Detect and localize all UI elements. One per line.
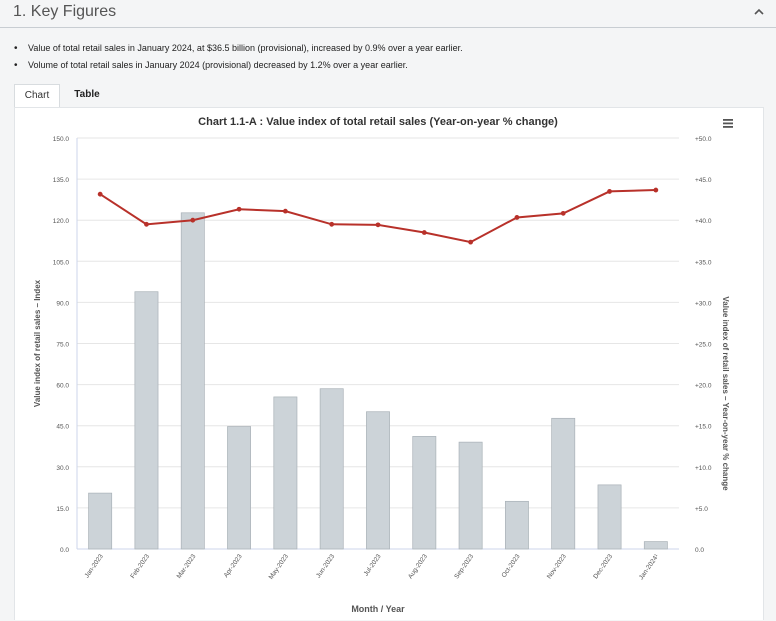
line-point <box>375 222 381 228</box>
left-tick-label: 0.0 <box>60 547 69 554</box>
line-point <box>421 230 427 235</box>
left-tick-label: 105.0 <box>53 259 70 266</box>
bullet-item: Volume of total retail sales in January … <box>14 57 463 74</box>
section-header: 1. Key Figures <box>0 0 776 28</box>
line-point <box>653 187 659 193</box>
x-tick-label: Oct-2023 <box>500 553 521 579</box>
right-tick-label: +5.0 <box>695 506 708 513</box>
right-tick-label: +15.0 <box>695 424 712 431</box>
left-tick-label: 15.0 <box>56 506 69 513</box>
line-point <box>97 191 103 197</box>
right-tick-label: +25.0 <box>695 342 712 349</box>
line-point <box>607 189 612 194</box>
x-tick-label: Apr-2023 <box>223 553 244 579</box>
x-tick-label: Jul-2023 <box>363 553 383 578</box>
left-tick-label: 150.0 <box>53 136 70 143</box>
right-tick-label: +10.0 <box>695 465 712 472</box>
x-tick-label: May-2023 <box>268 553 291 581</box>
left-tick-label: 120.0 <box>53 218 70 225</box>
right-tick-label: +50.0 <box>695 136 712 143</box>
line-point <box>329 221 335 227</box>
bar <box>597 484 622 550</box>
bar <box>412 436 437 550</box>
bar <box>504 500 529 550</box>
line-point <box>144 221 149 227</box>
x-tick-label: Feb-2023 <box>129 553 151 580</box>
bar <box>319 388 344 550</box>
left-tick-label: 75.0 <box>56 342 69 349</box>
line-point <box>560 210 566 216</box>
right-axis-title: Value index of retail sales – Year-on-ye… <box>721 296 730 491</box>
left-tick-label: 45.0 <box>56 424 69 431</box>
left-tick-label: 60.0 <box>56 383 69 390</box>
bar <box>227 426 252 550</box>
right-tick-label: +40.0 <box>695 218 712 225</box>
bar <box>88 492 113 550</box>
bar <box>458 441 483 550</box>
bar <box>366 411 390 550</box>
section-title: 1. Key Figures <box>13 3 117 20</box>
x-tick-label: Jun-2023 <box>315 553 337 580</box>
right-tick-label: +45.0 <box>695 177 712 184</box>
x-tick-label: Jan-2023 <box>84 553 106 580</box>
tab-chart[interactable]: Chart <box>14 84 60 108</box>
left-tick-label: 90.0 <box>56 300 69 307</box>
left-tick-label: 30.0 <box>56 465 69 472</box>
right-tick-label: 0.0 <box>695 547 704 554</box>
bar <box>134 291 159 550</box>
line-point <box>468 239 474 245</box>
line-point <box>282 208 288 214</box>
chart-panel: Chart 1.1-A : Value index of total retai… <box>14 107 764 620</box>
x-tick-label: Dec-2023 <box>592 553 614 580</box>
x-axis-title: Month / Year <box>351 604 405 614</box>
bar <box>643 541 668 550</box>
right-tick-label: +20.0 <box>695 383 712 390</box>
chart-svg: Chart 1.1-A : Value index of total retai… <box>33 116 733 614</box>
bar <box>551 417 576 550</box>
x-tick-label: Nov-2023 <box>546 553 568 580</box>
bar <box>180 212 205 550</box>
chart-title: Chart 1.1-A : Value index of total retai… <box>198 116 558 128</box>
left-tick-label: 135.0 <box>53 177 70 184</box>
line-point <box>514 215 520 220</box>
x-tick-label: Jan-2024¹ <box>638 552 661 581</box>
bar <box>273 396 298 550</box>
right-tick-label: +30.0 <box>695 300 712 307</box>
x-tick-label: Aug-2023 <box>407 553 429 580</box>
line-point <box>236 206 242 212</box>
key-figures-list: Value of total retail sales in January 2… <box>14 40 463 74</box>
chevron-up-icon[interactable] <box>752 5 766 19</box>
x-tick-label: Sep-2023 <box>453 553 475 580</box>
line-point <box>190 217 196 223</box>
left-axis-title: Value index of retail sales – Index <box>33 279 42 407</box>
right-tick-label: +35.0 <box>695 259 712 266</box>
hamburger-menu-icon[interactable] <box>723 119 733 128</box>
x-tick-label: Mar-2023 <box>176 553 198 580</box>
bullet-item: Value of total retail sales in January 2… <box>14 40 463 57</box>
tab-table[interactable]: Table <box>74 89 100 100</box>
